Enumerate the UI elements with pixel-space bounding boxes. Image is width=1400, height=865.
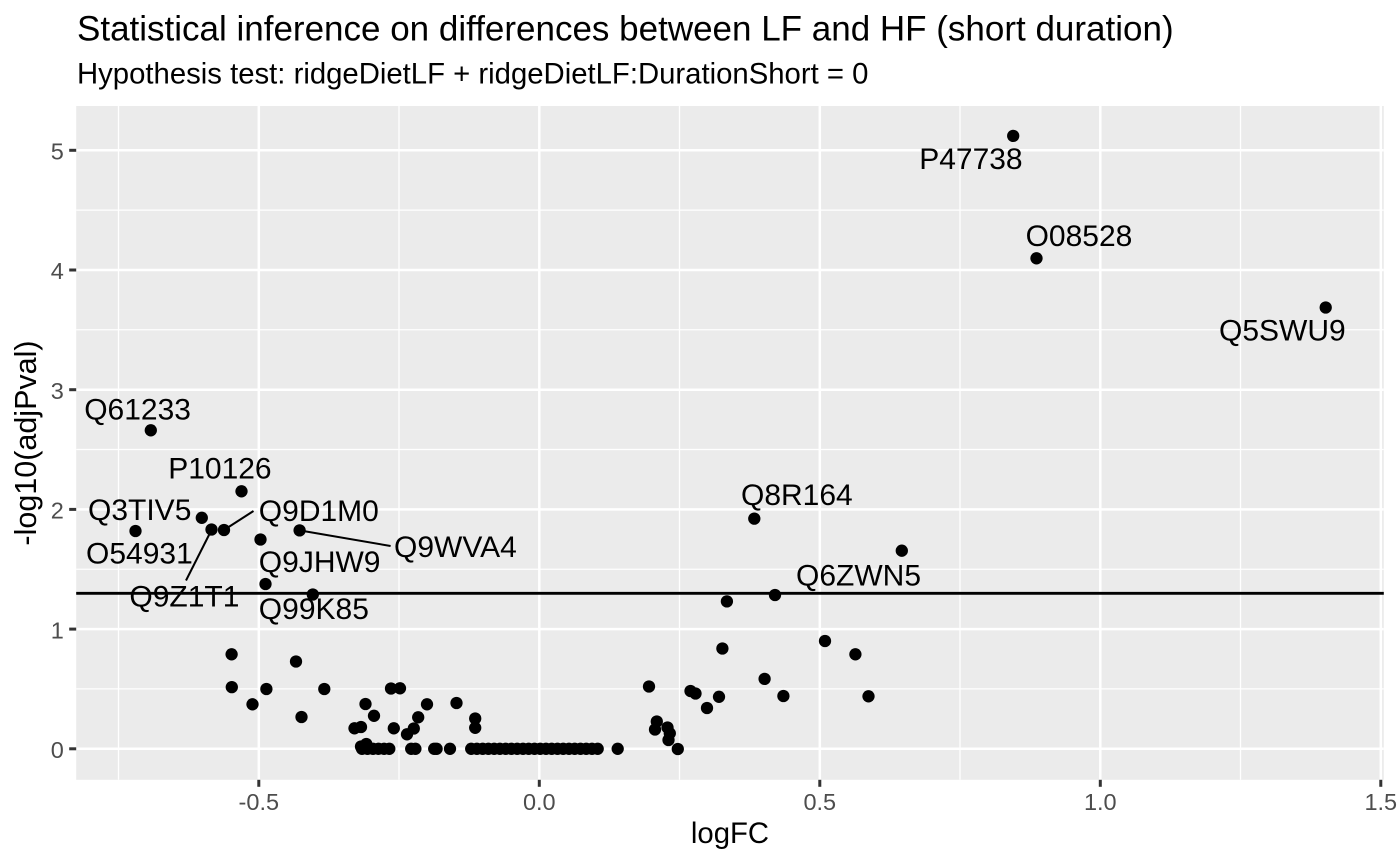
svg-text:0.0: 0.0 (523, 789, 556, 815)
svg-text:Q5SWU9: Q5SWU9 (1219, 314, 1346, 347)
svg-text:4: 4 (51, 258, 64, 284)
svg-text:P10126: P10126 (168, 453, 271, 486)
svg-text:Hypothesis test: ridgeDietLF +: Hypothesis test: ridgeDietLF + ridgeDiet… (77, 58, 868, 91)
svg-text:logFC: logFC (691, 817, 769, 850)
svg-text:Statistical inference on diffe: Statistical inference on differences bet… (77, 10, 1174, 49)
svg-text:3: 3 (51, 378, 64, 404)
svg-text:Q8R164: Q8R164 (741, 479, 853, 512)
svg-text:2: 2 (51, 498, 64, 524)
svg-text:5: 5 (51, 139, 64, 165)
svg-text:1.5: 1.5 (1364, 789, 1397, 815)
svg-text:Q9JHW9: Q9JHW9 (259, 546, 381, 579)
svg-text:0.5: 0.5 (803, 789, 836, 815)
svg-text:P47738: P47738 (919, 143, 1022, 176)
svg-text:O08528: O08528 (1026, 220, 1133, 253)
svg-text:1.0: 1.0 (1084, 789, 1117, 815)
svg-text:Q3TIV5: Q3TIV5 (88, 494, 191, 527)
svg-text:-0.5: -0.5 (239, 789, 280, 815)
svg-text:1: 1 (51, 617, 64, 643)
svg-text:Q9Z1T1: Q9Z1T1 (129, 581, 239, 614)
svg-text:Q99K85: Q99K85 (259, 593, 369, 626)
svg-text:Q9D1M0: Q9D1M0 (259, 495, 379, 528)
svg-text:0: 0 (51, 737, 64, 763)
svg-text:Q6ZWN5: Q6ZWN5 (796, 559, 921, 592)
svg-text:Q61233: Q61233 (84, 394, 191, 427)
svg-text:O54931: O54931 (86, 538, 193, 571)
svg-text:Q9WVA4: Q9WVA4 (394, 531, 517, 564)
svg-text:-log10(adjPval): -log10(adjPval) (9, 340, 43, 545)
